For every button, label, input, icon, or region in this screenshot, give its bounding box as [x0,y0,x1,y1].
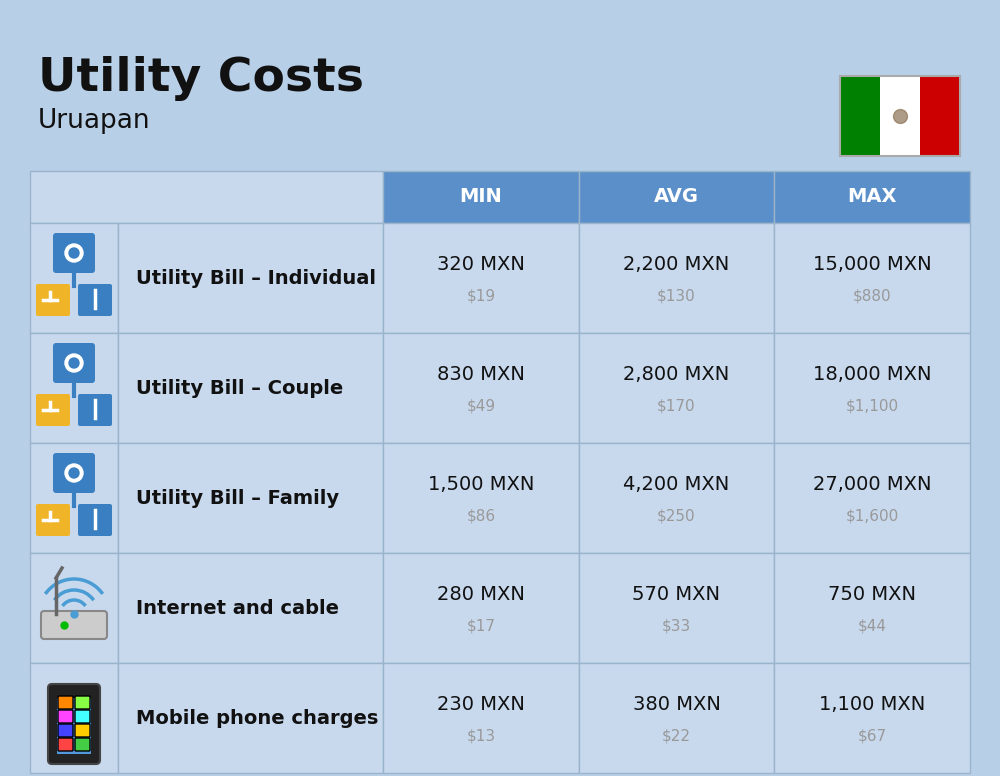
Text: $67: $67 [858,729,887,743]
Text: 18,000 MXN: 18,000 MXN [813,365,931,383]
Text: $250: $250 [657,508,696,524]
FancyBboxPatch shape [75,738,90,751]
Text: $49: $49 [466,399,495,414]
FancyBboxPatch shape [30,443,118,553]
FancyBboxPatch shape [383,663,579,773]
FancyBboxPatch shape [53,343,95,383]
Text: 4,200 MXN: 4,200 MXN [623,474,730,494]
FancyBboxPatch shape [57,698,91,754]
FancyBboxPatch shape [75,696,90,709]
FancyBboxPatch shape [383,333,579,443]
FancyBboxPatch shape [30,171,383,223]
FancyBboxPatch shape [579,553,774,663]
FancyBboxPatch shape [118,223,383,333]
FancyBboxPatch shape [383,223,579,333]
Text: Utility Bill – Family: Utility Bill – Family [136,489,339,508]
Circle shape [65,244,83,262]
FancyBboxPatch shape [36,284,70,316]
FancyBboxPatch shape [118,443,383,553]
Text: $130: $130 [657,289,696,303]
FancyBboxPatch shape [118,333,383,443]
FancyBboxPatch shape [58,724,73,737]
FancyBboxPatch shape [75,724,90,737]
Text: 27,000 MXN: 27,000 MXN [813,474,931,494]
FancyBboxPatch shape [774,333,970,443]
FancyBboxPatch shape [30,223,118,333]
Circle shape [65,354,83,372]
FancyBboxPatch shape [36,504,70,536]
Text: 2,800 MXN: 2,800 MXN [623,365,730,383]
FancyBboxPatch shape [383,171,579,223]
FancyBboxPatch shape [78,394,112,426]
FancyBboxPatch shape [840,76,880,156]
Text: 1,500 MXN: 1,500 MXN [428,474,534,494]
FancyBboxPatch shape [53,453,95,493]
FancyBboxPatch shape [774,223,970,333]
Text: 570 MXN: 570 MXN [633,584,720,604]
Text: $1,100: $1,100 [846,399,899,414]
Text: $86: $86 [466,508,495,524]
Text: Utility Bill – Couple: Utility Bill – Couple [136,379,343,397]
FancyBboxPatch shape [58,710,73,723]
Text: 380 MXN: 380 MXN [633,695,720,713]
Text: 15,000 MXN: 15,000 MXN [813,255,931,273]
Circle shape [65,464,83,482]
FancyBboxPatch shape [48,684,100,764]
FancyBboxPatch shape [383,553,579,663]
FancyBboxPatch shape [58,738,73,751]
Text: 1,100 MXN: 1,100 MXN [819,695,925,713]
FancyBboxPatch shape [78,504,112,536]
Text: Mobile phone charges: Mobile phone charges [136,708,378,728]
Circle shape [69,358,79,368]
Text: $22: $22 [662,729,691,743]
FancyBboxPatch shape [30,553,118,663]
Text: MAX: MAX [847,188,897,206]
FancyBboxPatch shape [30,333,118,443]
Text: $1,600: $1,600 [846,508,899,524]
Text: 750 MXN: 750 MXN [828,584,916,604]
Text: $170: $170 [657,399,696,414]
Text: AVG: AVG [654,188,699,206]
FancyBboxPatch shape [75,710,90,723]
FancyBboxPatch shape [383,443,579,553]
FancyBboxPatch shape [880,76,920,156]
FancyBboxPatch shape [36,394,70,426]
Text: $880: $880 [853,289,891,303]
Text: 2,200 MXN: 2,200 MXN [623,255,730,273]
Text: $19: $19 [466,289,495,303]
Circle shape [69,468,79,478]
Text: Uruapan: Uruapan [38,108,151,134]
FancyBboxPatch shape [53,233,95,273]
FancyBboxPatch shape [118,663,383,773]
FancyBboxPatch shape [41,611,107,639]
Text: Utility Costs: Utility Costs [38,56,364,101]
FancyBboxPatch shape [78,284,112,316]
FancyBboxPatch shape [774,171,970,223]
Circle shape [69,248,79,258]
FancyBboxPatch shape [774,443,970,553]
Text: $17: $17 [466,618,495,633]
Text: $33: $33 [662,618,691,633]
Text: $44: $44 [858,618,887,633]
Text: Utility Bill – Individual: Utility Bill – Individual [136,268,376,287]
FancyBboxPatch shape [58,696,73,709]
Text: $13: $13 [466,729,495,743]
FancyBboxPatch shape [579,171,774,223]
FancyBboxPatch shape [579,223,774,333]
FancyBboxPatch shape [579,663,774,773]
FancyBboxPatch shape [579,443,774,553]
FancyBboxPatch shape [774,553,970,663]
Text: 830 MXN: 830 MXN [437,365,525,383]
FancyBboxPatch shape [920,76,960,156]
Text: 230 MXN: 230 MXN [437,695,525,713]
FancyBboxPatch shape [30,663,118,773]
Text: Internet and cable: Internet and cable [136,598,339,618]
FancyBboxPatch shape [579,333,774,443]
FancyBboxPatch shape [774,663,970,773]
FancyBboxPatch shape [118,553,383,663]
Text: 320 MXN: 320 MXN [437,255,525,273]
Text: MIN: MIN [459,188,502,206]
Text: 280 MXN: 280 MXN [437,584,525,604]
